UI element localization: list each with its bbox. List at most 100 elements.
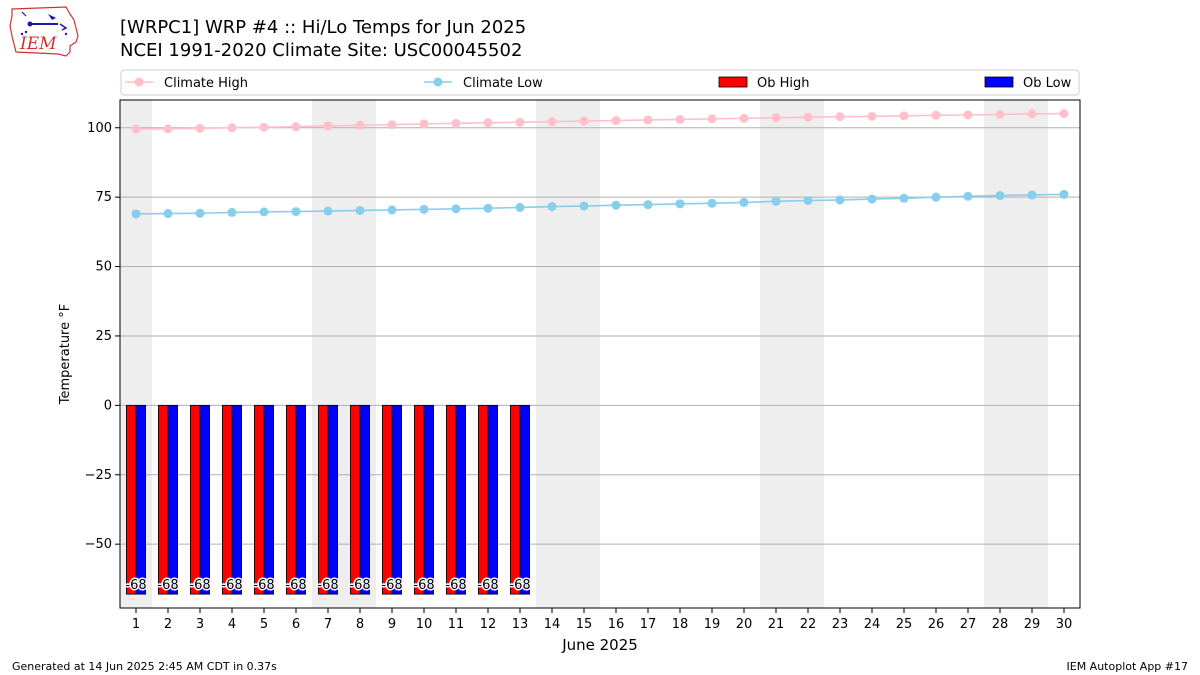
bar-value-label: -68 [381, 578, 402, 593]
y-gridlines [120, 127, 1080, 545]
climate-high-point [899, 111, 909, 121]
x-tick-label: 19 [704, 617, 721, 632]
ob-high-bar [349, 404, 361, 595]
climate-high-point [195, 123, 205, 133]
climate-low-point [547, 202, 557, 212]
x-tick-label: 23 [832, 617, 849, 632]
weekend-band [760, 100, 824, 608]
y-tick-label: −25 [85, 468, 112, 483]
climate-high-point [803, 112, 813, 122]
x-tick-label: 3 [196, 617, 204, 632]
climate-low-point [611, 200, 621, 210]
x-tick-label: 29 [1024, 617, 1041, 632]
climate-high-point [387, 120, 397, 130]
x-tick-label: 12 [480, 617, 497, 632]
climate-low-point [579, 201, 589, 211]
x-tick-label: 20 [736, 617, 753, 632]
ob-low-bar [423, 404, 435, 595]
x-tick-label: 30 [1056, 617, 1073, 632]
x-tick-label: 2 [164, 617, 172, 632]
x-axis-label: June 2025 [561, 636, 638, 654]
climate-low-point [675, 199, 685, 209]
bar-value-label: -68 [349, 578, 370, 593]
x-tick-label: 17 [640, 617, 657, 632]
x-tick-label: 28 [992, 617, 1009, 632]
climate-high-point [707, 114, 717, 124]
y-tick-label: 75 [95, 190, 112, 205]
climate-high-point [771, 113, 781, 123]
bar-value-label: -68 [317, 578, 338, 593]
climate-low-point [995, 190, 1005, 200]
x-tick-label: 9 [388, 617, 396, 632]
climate-high-point [611, 116, 621, 126]
climate-low-point [515, 202, 525, 212]
legend-label: Ob High [757, 76, 810, 91]
x-tick-label: 24 [864, 617, 881, 632]
climate-low-point [419, 204, 429, 214]
ob-high-bar [317, 404, 329, 595]
plot-frame [119, 99, 1081, 609]
ob-high-bar [477, 404, 489, 595]
x-tick-label: 27 [960, 617, 977, 632]
climate-high-point [355, 120, 365, 130]
climate-high-point [963, 110, 973, 120]
x-tick-label: 22 [800, 617, 817, 632]
ob-high-bar [285, 404, 297, 595]
ob-high-bar [221, 404, 233, 595]
x-tick-label: 6 [292, 617, 300, 632]
legend-swatch-marker [433, 77, 443, 87]
bar-value-label: -68 [157, 578, 178, 593]
x-tick-label: 1 [132, 617, 140, 632]
ob-high-bar [509, 404, 521, 595]
climate-low-point [835, 195, 845, 205]
climate-high-point [867, 111, 877, 121]
climate-low-point [451, 204, 461, 214]
iem-logo: IEM [8, 6, 82, 62]
x-tick-label: 16 [608, 617, 625, 632]
x-tick-label: 13 [512, 617, 529, 632]
y-tick-label: −50 [85, 537, 112, 552]
ob-high-bar [126, 404, 137, 595]
ob-high-bar [253, 404, 265, 595]
x-tick-label: 5 [260, 617, 268, 632]
y-tick-label: 25 [95, 329, 112, 344]
climate-low-point [931, 192, 941, 202]
weekend-band [984, 100, 1048, 608]
climate-high-point [835, 112, 845, 122]
ob-low-bar [455, 404, 467, 595]
ob-high-bar [381, 404, 393, 595]
climate-lines [131, 109, 1069, 219]
ob-low-bar [327, 404, 339, 595]
bar-value-label: -68 [477, 578, 498, 593]
y-axis-label: Temperature °F [58, 304, 73, 405]
x-tick-label: 8 [356, 617, 364, 632]
x-tick-label: 25 [896, 617, 913, 632]
legend-box [120, 69, 1080, 96]
climate-high-point [419, 119, 429, 129]
climate-high-point [131, 124, 141, 134]
ob-low-bar [263, 404, 275, 595]
climate-high-point [643, 115, 653, 125]
bar-value-label: -68 [509, 578, 530, 593]
x-tick-label: 7 [324, 617, 332, 632]
ob-low-bar [519, 404, 531, 595]
legend-label: Climate High [164, 76, 248, 91]
x-tick-label: 14 [544, 617, 561, 632]
app-credit: IEM Autoplot App #17 [1066, 660, 1189, 673]
climate-low-point [1027, 190, 1037, 200]
climate-low-point [803, 195, 813, 205]
x-tick-label: 10 [416, 617, 433, 632]
x-tick-label: 21 [768, 617, 785, 632]
climate-low-point [739, 197, 749, 207]
generated-timestamp: Generated at 14 Jun 2025 2:45 AM CDT in … [12, 660, 277, 673]
ob-low-bar [295, 404, 307, 595]
legend-swatch-bar [718, 76, 748, 88]
climate-low-point [483, 203, 493, 213]
climate-high-point [931, 110, 941, 120]
legend-swatch-marker [134, 77, 144, 87]
bar-value-label: -68 [445, 578, 466, 593]
climate-high-point [1027, 109, 1037, 119]
climate-low-point [387, 205, 397, 215]
weekend-shading [120, 100, 1048, 608]
